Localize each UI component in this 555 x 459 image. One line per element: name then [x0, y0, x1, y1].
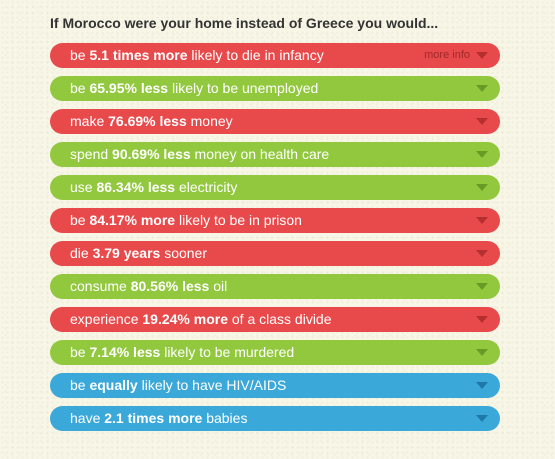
chevron-down-icon[interactable] — [476, 52, 488, 59]
row-suffix: likely to be murdered — [160, 344, 295, 360]
comparison-row-murder[interactable]: be 7.14% less likely to be murdered — [50, 340, 500, 365]
row-value: 19.24% more — [142, 311, 228, 327]
chevron-down-icon[interactable] — [476, 85, 488, 92]
row-value: 65.95% less — [89, 80, 169, 96]
comparison-row-income[interactable]: make 76.69% less money — [50, 109, 500, 134]
row-prefix: be — [70, 80, 90, 96]
chevron-down-icon[interactable] — [476, 184, 488, 191]
chevron-down-icon[interactable] — [476, 382, 488, 389]
comparison-row-infant-mortality[interactable]: be 5.1 times more likely to die in infan… — [50, 43, 500, 68]
row-suffix: likely to be in prison — [175, 212, 302, 228]
row-value: 2.1 times more — [104, 410, 203, 426]
chevron-down-icon[interactable] — [476, 151, 488, 158]
row-value: equally — [89, 377, 138, 393]
row-prefix: experience — [70, 311, 143, 327]
row-suffix: of a class divide — [228, 311, 332, 327]
comparison-list: be 5.1 times more likely to die in infan… — [50, 43, 500, 439]
row-prefix: consume — [70, 278, 131, 294]
row-prefix: make — [70, 113, 109, 129]
row-value: 76.69% less — [108, 113, 187, 129]
row-prefix: use — [70, 179, 97, 195]
row-suffix: oil — [209, 278, 228, 294]
chevron-down-icon[interactable] — [476, 283, 488, 290]
row-suffix: money — [186, 113, 233, 129]
row-value: 3.79 years — [92, 245, 161, 261]
page-title: If Morocco were your home instead of Gre… — [50, 15, 439, 31]
row-suffix: likely to die in infancy — [187, 47, 324, 63]
chevron-down-icon[interactable] — [476, 349, 488, 356]
row-value: 84.17% more — [89, 212, 176, 228]
comparison-row-health-care[interactable]: spend 90.69% less money on health care — [50, 142, 500, 167]
chevron-down-icon[interactable] — [476, 415, 488, 422]
row-value: 90.69% less — [112, 146, 191, 162]
row-suffix: sooner — [160, 245, 208, 261]
more-info-link[interactable]: more info — [424, 49, 470, 61]
chevron-down-icon[interactable] — [476, 316, 488, 323]
chevron-down-icon[interactable] — [476, 250, 488, 257]
row-prefix: have — [70, 410, 105, 426]
row-suffix: babies — [202, 410, 248, 426]
row-prefix: spend — [70, 146, 113, 162]
row-prefix: be — [70, 212, 90, 228]
comparison-row-life-expectancy[interactable]: die 3.79 years sooner — [50, 241, 500, 266]
comparison-row-unemployment[interactable]: be 65.95% less likely to be unemployed — [50, 76, 500, 101]
row-suffix: electricity — [175, 179, 238, 195]
row-prefix: be — [70, 344, 90, 360]
comparison-row-electricity[interactable]: use 86.34% less electricity — [50, 175, 500, 200]
comparison-row-prison[interactable]: be 84.17% more likely to be in prison — [50, 208, 500, 233]
row-suffix: likely to be unemployed — [168, 80, 319, 96]
chevron-down-icon[interactable] — [476, 217, 488, 224]
chevron-down-icon[interactable] — [476, 118, 488, 125]
comparison-row-hiv-aids[interactable]: be equally likely to have HIV/AIDS — [50, 373, 500, 398]
row-value: 80.56% less — [130, 278, 210, 294]
row-value: 7.14% less — [89, 344, 161, 360]
row-prefix: be — [70, 377, 90, 393]
row-prefix: be — [70, 47, 90, 63]
comparison-row-oil[interactable]: consume 80.56% less oil — [50, 274, 500, 299]
comparison-row-class-divide[interactable]: experience 19.24% more of a class divide — [50, 307, 500, 332]
row-suffix: money on health care — [190, 146, 330, 162]
comparison-row-babies[interactable]: have 2.1 times more babies — [50, 406, 500, 431]
row-prefix: die — [70, 245, 93, 261]
row-value: 86.34% less — [96, 179, 176, 195]
row-value: 5.1 times more — [89, 47, 188, 63]
row-suffix: likely to have HIV/AIDS — [137, 377, 287, 393]
